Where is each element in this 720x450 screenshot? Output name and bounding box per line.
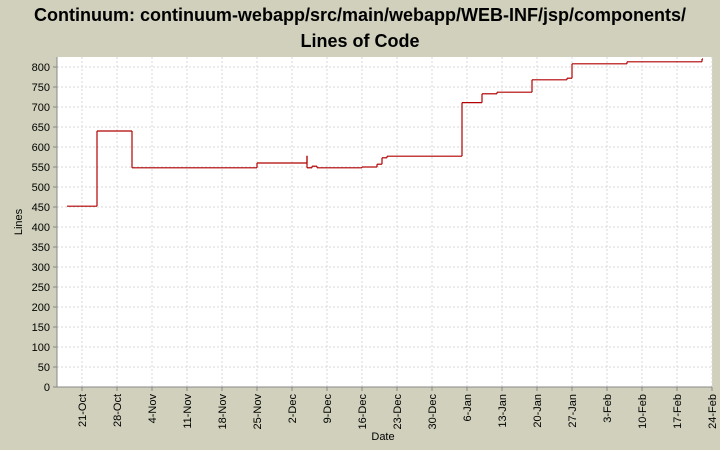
y-tick-label: 700 (32, 102, 50, 114)
x-axis-label: Date (371, 431, 394, 443)
x-tick-label: 24-Feb (707, 394, 719, 429)
y-tick-label: 650 (32, 122, 50, 134)
chart-title: Continuum: continuum-webapp/src/main/web… (33, 5, 686, 51)
x-tick-label: 23-Dec (392, 394, 404, 430)
plot-area (57, 57, 712, 387)
x-tick-label: 10-Feb (637, 394, 649, 429)
x-tick-label: 28-Oct (112, 394, 124, 427)
x-tick-label: 2-Dec (287, 394, 299, 424)
x-tick-label: 3-Feb (602, 394, 614, 423)
x-tick-label: 27-Jan (567, 394, 579, 428)
y-tick-label: 450 (32, 202, 50, 214)
y-tick-label: 600 (32, 142, 50, 154)
x-tick-label: 16-Dec (357, 394, 369, 430)
y-tick-label: 0 (44, 382, 50, 394)
y-tick-label: 550 (32, 162, 50, 174)
y-tick-label: 800 (32, 62, 50, 74)
x-tick-label: 9-Dec (322, 394, 334, 424)
y-tick-label: 50 (38, 362, 50, 374)
y-tick-label: 350 (32, 242, 50, 254)
y-axis-label: Lines (13, 208, 25, 235)
y-tick-label: 100 (32, 342, 50, 354)
y-tick-label: 150 (32, 322, 50, 334)
y-tick-label: 300 (32, 262, 50, 274)
x-tick-label: 4-Nov (147, 394, 159, 424)
y-tick-label: 400 (32, 222, 50, 234)
x-tick-label: 13-Jan (497, 394, 509, 428)
y-tick-label: 500 (32, 182, 50, 194)
y-tick-label: 250 (32, 282, 50, 294)
y-tick-label: 750 (32, 82, 50, 94)
x-tick-label: 11-Nov (182, 394, 194, 429)
x-tick-label: 18-Nov (217, 394, 229, 430)
x-tick-label: 20-Jan (532, 394, 544, 428)
x-tick-label: 30-Dec (427, 394, 439, 430)
x-tick-label: 17-Feb (672, 394, 684, 429)
x-tick-label: 6-Jan (462, 394, 474, 422)
y-tick-label: 200 (32, 302, 50, 314)
x-tick-label: 21-Oct (77, 394, 89, 427)
x-tick-label: 25-Nov (252, 394, 264, 430)
